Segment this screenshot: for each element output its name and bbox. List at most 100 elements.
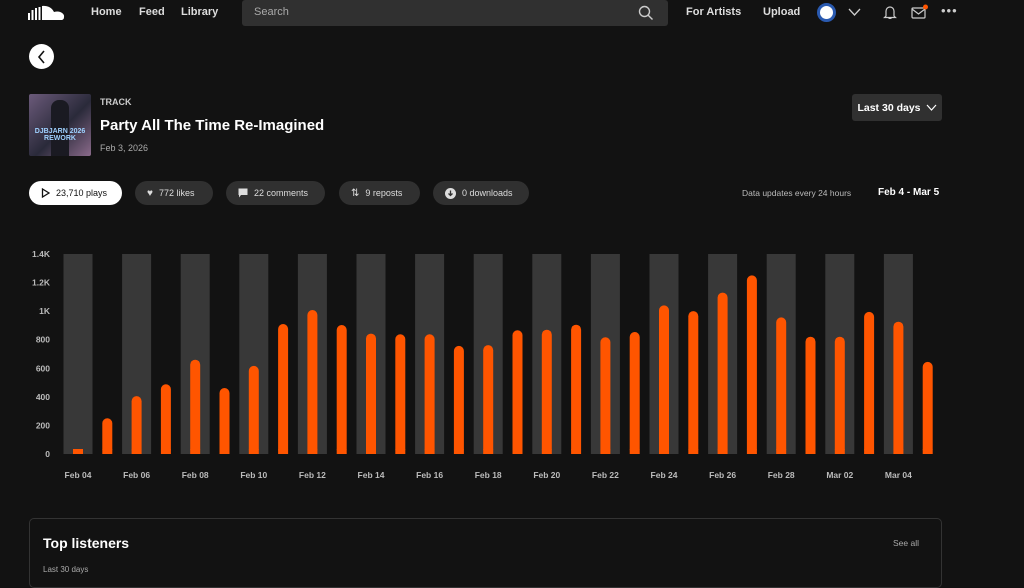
bar-base [834, 449, 845, 454]
bar [512, 330, 523, 454]
back-button[interactable] [29, 44, 54, 69]
y-tick-label: 1K [39, 306, 51, 316]
bar [834, 336, 845, 454]
play-icon [41, 188, 50, 198]
bar-base [629, 449, 640, 454]
bar [776, 317, 787, 454]
bar-base [776, 449, 787, 454]
nav-upload[interactable]: Upload [763, 6, 801, 18]
bar-base [190, 449, 201, 454]
chevron-down-icon [926, 104, 936, 111]
nav-home[interactable]: Home [91, 6, 122, 18]
bar [395, 334, 406, 454]
top-listeners-subtitle: Last 30 days [43, 565, 89, 574]
plays-chart: 0 200 400 600 800 1K 1.2K 1.4K Feb 04 Feb 06 Feb 0… [32, 249, 933, 480]
bar-base [248, 449, 259, 454]
nav-library[interactable]: Library [181, 6, 219, 18]
bar [190, 359, 201, 454]
bar [483, 345, 494, 454]
bar-base [922, 449, 933, 454]
y-tick-label: 400 [36, 392, 50, 402]
bar-base [131, 449, 142, 454]
x-tick-label: Feb 24 [651, 470, 678, 480]
reposts-count: 9 reposts [365, 188, 403, 198]
plays-count: 23,710 plays [56, 188, 108, 198]
bar [717, 292, 728, 454]
date-range-label: Feb 4 - Mar 5 [878, 187, 940, 198]
bar [424, 334, 435, 454]
bar [805, 336, 816, 454]
bar-base [366, 449, 376, 454]
top-nav: Home Feed Library For Artists Upload ••• [0, 0, 1024, 26]
y-tick-label: 800 [36, 335, 50, 345]
reposts-tab[interactable]: ⇅ 9 reposts [339, 181, 420, 205]
bar-base [73, 449, 83, 454]
bar [688, 311, 699, 454]
avatar[interactable] [817, 3, 836, 22]
nav-feed[interactable]: Feed [139, 6, 165, 18]
downloads-tab[interactable]: 0 downloads [433, 181, 529, 205]
bar [746, 275, 757, 454]
bar-base [659, 449, 669, 454]
track-artwork: DJBJARN 2026 REWORK [29, 94, 91, 156]
download-icon [445, 187, 456, 199]
heart-icon: ♥ [147, 187, 153, 199]
see-all-link[interactable]: See all [893, 538, 919, 548]
bar [922, 361, 933, 454]
y-tick-label: 0 [45, 449, 50, 459]
comments-tab[interactable]: 22 comments [226, 181, 325, 205]
downloads-count: 0 downloads [462, 188, 513, 198]
bar-base [102, 449, 113, 454]
bar [571, 324, 582, 454]
bar-base [307, 449, 318, 454]
bar-base [864, 449, 875, 454]
bell-icon[interactable] [883, 5, 897, 20]
bar [248, 365, 259, 454]
bar [336, 325, 347, 454]
x-tick-label: Feb 06 [123, 470, 150, 480]
bar-base [600, 449, 611, 454]
date-range-dropdown[interactable]: Last 30 days [852, 94, 942, 121]
search-bar [242, 0, 668, 26]
top-listeners-title: Top listeners [43, 535, 130, 551]
date-range-value: Last 30 days [857, 101, 921, 114]
y-tick-label: 1.4K [32, 249, 51, 259]
bar-base [717, 449, 728, 454]
update-note: Data updates every 24 hours [742, 188, 852, 198]
artwork-text: DJBJARN 2026 REWORK [34, 128, 86, 142]
plays-tab[interactable]: 23,710 plays [29, 181, 122, 205]
chevron-down-icon[interactable] [848, 8, 861, 17]
x-tick-label: Feb 28 [768, 470, 795, 480]
bar-base [160, 449, 171, 454]
bar [541, 329, 552, 454]
soundcloud-logo-icon[interactable] [28, 5, 66, 21]
bar [864, 311, 875, 454]
x-tick-label: Mar 04 [885, 470, 912, 480]
bar-base [395, 449, 406, 454]
chevron-left-icon [37, 49, 45, 64]
top-listeners-card: Top listeners See all Last 30 days [29, 518, 942, 588]
messages-icon[interactable] [911, 4, 929, 19]
search-icon[interactable] [638, 5, 654, 21]
track-type-label: TRACK [100, 97, 132, 107]
more-icon[interactable]: ••• [941, 3, 958, 18]
bar-base [688, 449, 699, 454]
bar [160, 384, 171, 454]
bar-base [541, 449, 552, 454]
search-input[interactable] [254, 6, 624, 18]
track-title[interactable]: Party All The Time Re-Imagined [100, 117, 325, 134]
x-tick-label: Feb 16 [416, 470, 443, 480]
likes-tab[interactable]: ♥ 772 likes [135, 181, 213, 205]
bar-base [278, 449, 289, 454]
bar-base [453, 449, 464, 454]
bar [629, 332, 640, 454]
highlight-column [63, 254, 93, 454]
repost-icon: ⇅ [351, 187, 360, 199]
bar-base [746, 449, 757, 454]
comment-icon [238, 188, 248, 198]
bar [893, 321, 904, 454]
x-tick-label: Feb 26 [709, 470, 736, 480]
nav-for-artists[interactable]: For Artists [686, 6, 742, 18]
bar [600, 337, 611, 454]
bar-base [424, 449, 435, 454]
